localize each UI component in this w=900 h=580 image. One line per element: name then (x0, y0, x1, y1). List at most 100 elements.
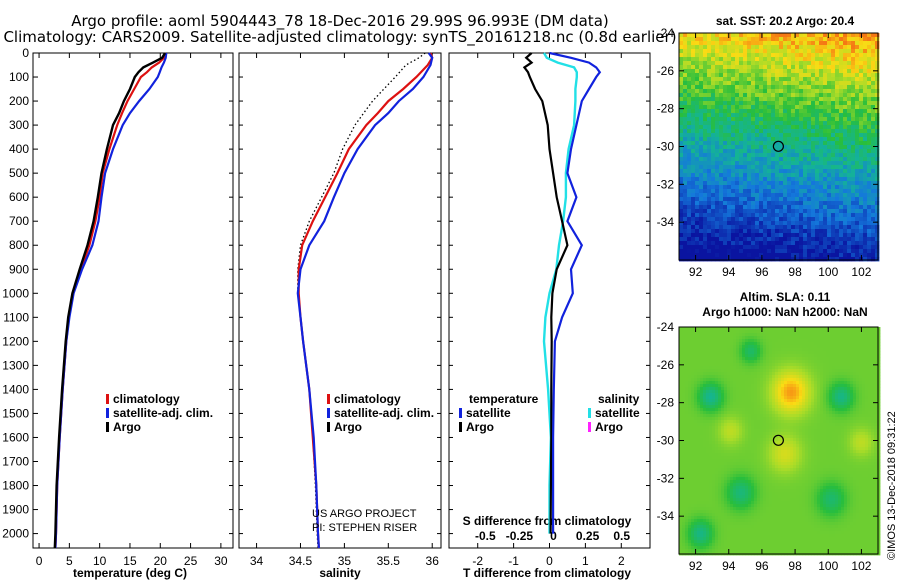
salinity-xtick-label-3: 35.5 (377, 554, 401, 568)
temperature-xtick-label-2: 10 (93, 554, 107, 568)
depth-tick-label-1300: 1300 (2, 358, 29, 372)
salinity-diff-tick-label-4: 0.5 (613, 529, 630, 543)
sst-map-title: sat. SST: 20.2 Argo: 20.4 (715, 14, 855, 28)
salinity-xtick-label-1: 34.5 (289, 554, 313, 568)
sla-map-ytick-label-0: -24 (657, 320, 675, 334)
salinity-diff-tick-label-1: -0.25 (506, 529, 534, 543)
diff-legend-temp-argo-swatch (459, 422, 462, 432)
sst-map-xtick-label-0: 92 (689, 265, 703, 279)
sla-map-xtick-label-1: 94 (722, 559, 736, 573)
temperature-xtick-label-1: 5 (66, 554, 73, 568)
temperature-xtick-label-0: 0 (36, 554, 43, 568)
depth-tick-label-2000: 2000 (2, 527, 29, 541)
sla-map-ytick-label-2: -28 (657, 396, 675, 410)
salinity-argo-line (297, 52, 426, 549)
salinity-legend-argo-swatch (327, 422, 330, 432)
sla-map-xtick-label-4: 100 (818, 559, 838, 573)
salinity-diff-tick-label-0: -0.5 (475, 529, 496, 543)
sla-map-ytick-label-5: -34 (657, 509, 675, 523)
salinity-satellite-line (296, 52, 434, 549)
depth-tick-label-0: 0 (22, 46, 29, 60)
difference-xtick-label-0: -2 (472, 554, 483, 568)
sst-map-ytick-label-0: -24 (657, 26, 675, 40)
diff-legend-temp-satellite-label: satellite (466, 406, 511, 420)
diff-legend-sal-satellite-label: satellite (595, 406, 640, 420)
salinity-diff-xlabel: S difference from climatology (463, 514, 632, 528)
salinity-xtick-label-4: 36 (426, 554, 440, 568)
sst-map-xtick-label-5: 102 (851, 265, 871, 279)
temperature-xlabel: temperature (deg C) (73, 566, 187, 580)
sst-map-xtick-label-2: 96 (755, 265, 769, 279)
temperature-diff-satellite-line (549, 51, 602, 534)
sla-map-xtick-label-3: 98 (788, 559, 802, 573)
diff-legend-salinity-title: salinity (598, 392, 640, 406)
difference-xtick-label-1: -1 (508, 554, 519, 568)
diff-legend-sal-argo-swatch (588, 422, 591, 432)
diff-legend-temp-argo-label: Argo (466, 420, 494, 434)
depth-tick-label-1400: 1400 (2, 382, 29, 396)
diff-legend-temperature-title: temperature (469, 392, 539, 406)
sla-map-xtick-label-2: 96 (755, 559, 769, 573)
depth-tick-label-1500: 1500 (2, 406, 29, 420)
depth-tick-label-400: 400 (9, 142, 29, 156)
salinity-legend-satellite-label: satellite-adj. clim. (334, 406, 434, 420)
temperature-legend-argo-swatch (106, 422, 109, 432)
temperature-xtick-label-6: 30 (214, 554, 228, 568)
sst-map-argo-marker (772, 140, 784, 152)
depth-tick-label-1900: 1900 (2, 503, 29, 517)
sst-map-xtick-label-1: 94 (722, 265, 736, 279)
salinity-diff-tick-label-2: 0 (550, 529, 557, 543)
depth-tick-label-600: 600 (9, 190, 29, 204)
sst-map-ytick-label-2: -28 (657, 102, 675, 116)
sst-map-ytick-label-5: -34 (657, 215, 675, 229)
depth-tick-label-700: 700 (9, 214, 29, 228)
temperature-legend-climatology-label: climatology (113, 392, 180, 406)
depth-tick-label-1800: 1800 (2, 479, 29, 493)
salinity-climatology-line (297, 52, 434, 549)
sla-map-xtick-label-5: 102 (851, 559, 871, 573)
salinity-xlabel: salinity (319, 566, 361, 580)
depth-tick-label-1200: 1200 (2, 334, 29, 348)
sla-map-title-1: Altim. SLA: 0.11 (739, 290, 831, 304)
temperature-legend-climatology-swatch (106, 394, 109, 404)
temperature-xtick-label-5: 25 (184, 554, 198, 568)
sla-map-xtick-label-0: 92 (689, 559, 703, 573)
temperature-legend-satellite-swatch (106, 408, 109, 418)
temperature-diff-argo-line (522, 52, 569, 534)
sst-map-ytick-label-1: -26 (657, 64, 675, 78)
diff-legend-sal-argo-label: Argo (595, 420, 623, 434)
temperature-panel-frame (32, 52, 234, 549)
salinity-xtick-label-2: 35 (338, 554, 352, 568)
depth-tick-label-500: 500 (9, 166, 29, 180)
difference-xtick-label-3: 1 (582, 554, 589, 568)
sst-map-xtick-label-3: 98 (788, 265, 802, 279)
salinity-diff-tick-label-3: 0.25 (576, 529, 600, 543)
temperature-diff-xlabel: T difference from climatology (463, 566, 631, 580)
depth-tick-label-1000: 1000 (2, 286, 29, 300)
temperature-argo-line (53, 52, 167, 549)
temperature-legend-argo-label: Argo (113, 420, 141, 434)
title-line-2: Climatology: CARS2009. Satellite-adjuste… (3, 28, 677, 46)
salinity-legend-climatology-label: climatology (334, 392, 401, 406)
salinity-legend-climatology-swatch (327, 394, 330, 404)
temperature-xtick-label-3: 15 (123, 554, 137, 568)
depth-tick-label-800: 800 (9, 238, 29, 252)
sla-map-argo-marker (772, 434, 784, 446)
title-line-1: Argo profile: aoml 5904443_78 18-Dec-201… (71, 12, 609, 30)
sst-map-ytick-label-4: -32 (657, 177, 675, 191)
us-argo-project-text: US ARGO PROJECT (312, 508, 417, 520)
sst-map-ytick-label-3: -30 (657, 140, 675, 154)
sla-map-title-2: Argo h1000: NaN h2000: NaN (702, 305, 868, 319)
sla-map-ytick-label-4: -32 (657, 471, 675, 485)
depth-tick-label-100: 100 (9, 70, 29, 84)
sla-map-ytick-label-3: -30 (657, 434, 675, 448)
salinity-diff-satellite-line (542, 52, 578, 534)
pi-name-text: PI: STEPHEN RISER (312, 522, 417, 534)
temperature-xtick-label-4: 20 (154, 554, 168, 568)
sla-map-ytick-label-1: -26 (657, 358, 675, 372)
depth-tick-label-200: 200 (9, 94, 29, 108)
depth-tick-label-1600: 1600 (2, 430, 29, 444)
difference-xtick-label-4: 2 (618, 554, 625, 568)
sst-map-image (679, 33, 880, 262)
